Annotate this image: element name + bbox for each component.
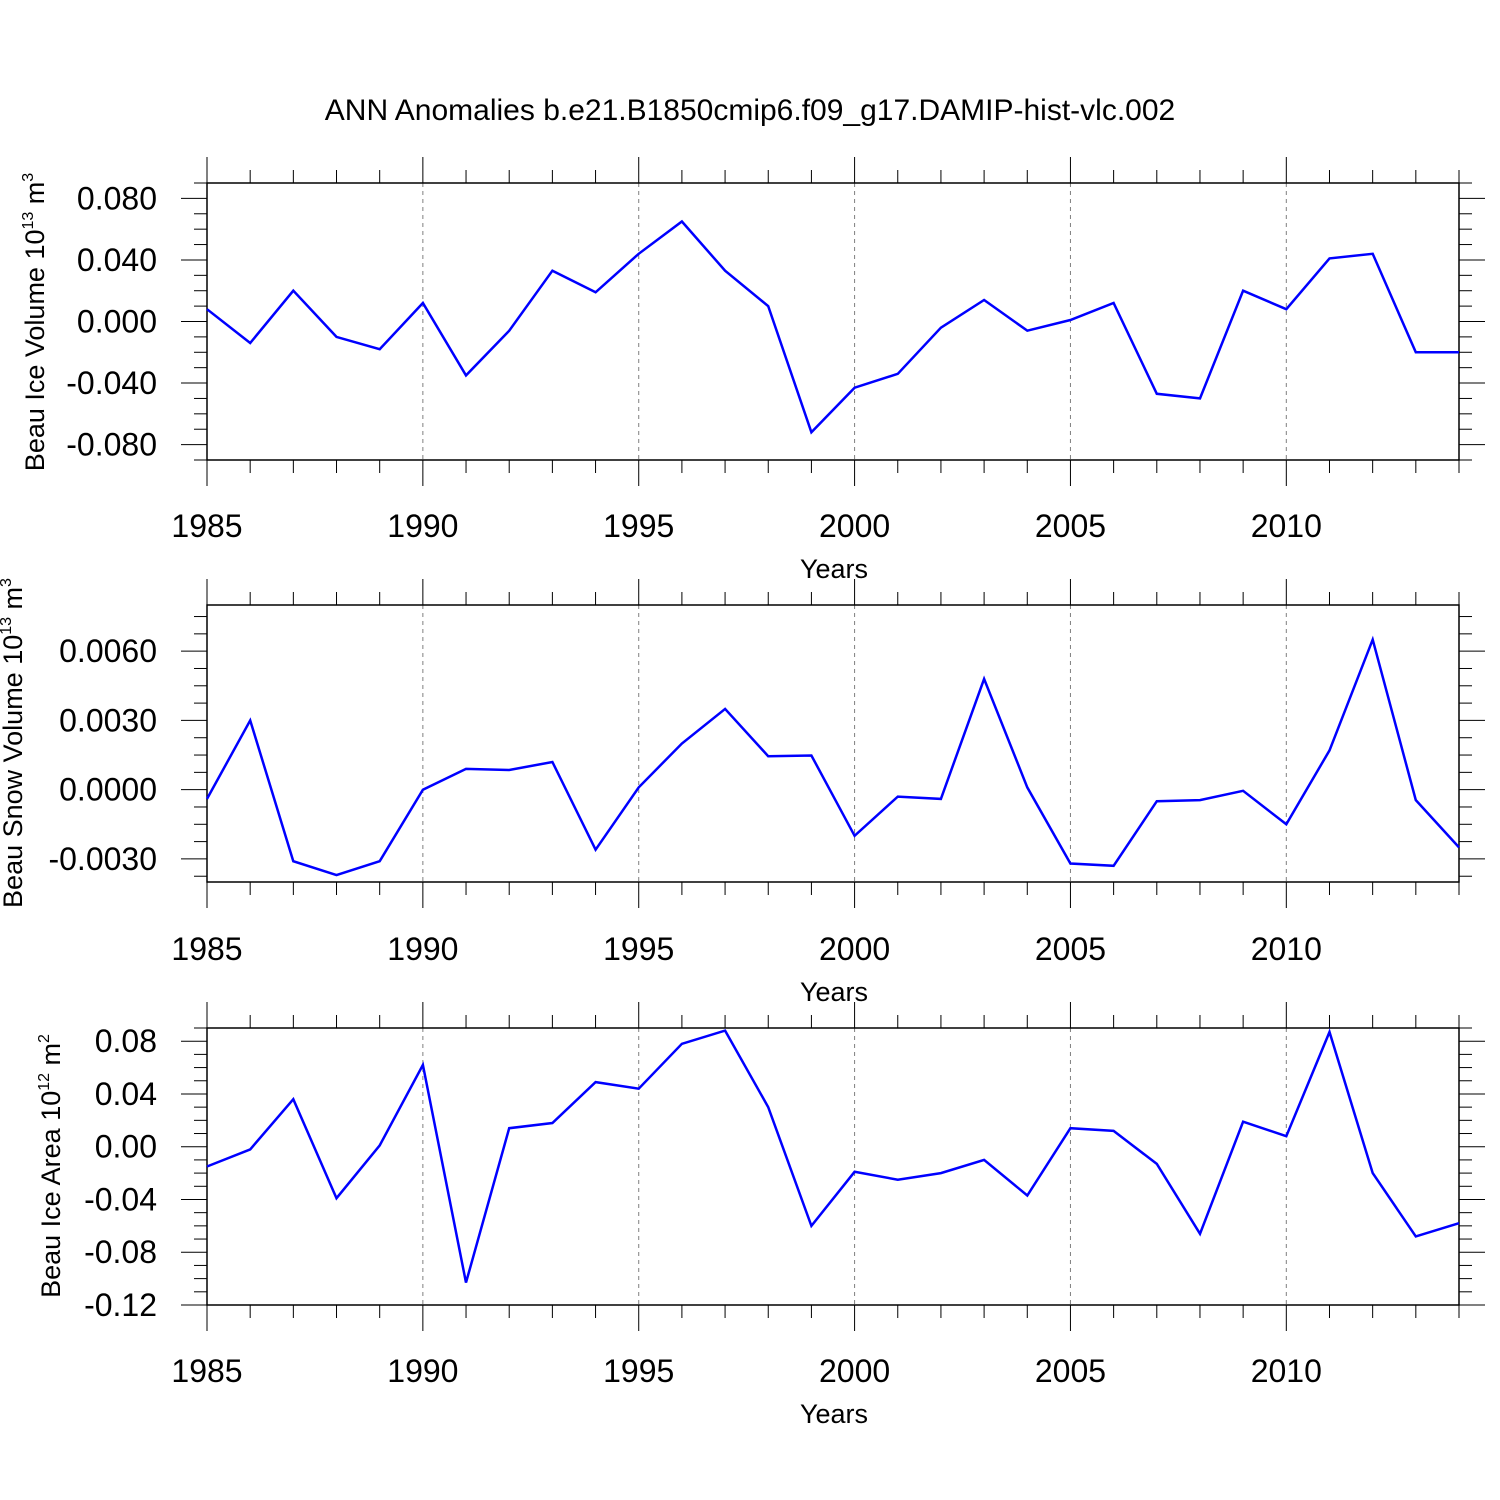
- x-tick-label: 1995: [603, 508, 674, 544]
- x-tick-label: 1990: [387, 931, 458, 967]
- series-line: [206, 1028, 1460, 1283]
- plot-frame: [206, 1027, 1460, 1306]
- y-tick-label: 0.0030: [59, 702, 157, 738]
- y-tick-label: 0.080: [77, 180, 157, 216]
- series-line: [205, 635, 1460, 877]
- x-tick-label: 2000: [819, 508, 890, 544]
- y-axis-title-superscript: 12: [36, 1073, 53, 1091]
- snow-volume-panel: 1985 1990 1995 2000 2005 2010 Years 0.0060 0.003…: [0, 578, 1485, 1007]
- y-tick-label: 0.000: [77, 304, 157, 340]
- y-tick-label: -0.080: [66, 427, 157, 463]
- y-axis-title-part: m: [0, 587, 28, 617]
- y-axis-title-part: Beau Snow Volume 10: [0, 635, 28, 908]
- x-tick-label: 1995: [603, 931, 674, 967]
- ice-area-panel: 1985 1990 1995 2000 2005 2010 Years 0.08 0.04 0.0…: [36, 1002, 1485, 1429]
- x-tick-label: 2010: [1251, 1353, 1322, 1389]
- plot-frame: [206, 604, 1460, 883]
- y-tick-label: -0.04: [84, 1181, 157, 1217]
- y-axis-title: Beau Ice Volume 1013 m3: [20, 173, 50, 471]
- y-axis-title-part: Beau Ice Area 10: [36, 1091, 66, 1298]
- y-tick-label: -0.08: [84, 1234, 157, 1270]
- plot-frame: [206, 182, 1460, 461]
- y-tick-label: -0.12: [84, 1287, 157, 1323]
- y-axis-title-superscript: 3: [20, 173, 37, 182]
- y-tick-label: 0.00: [95, 1129, 157, 1165]
- figure-title: ANN Anomalies b.e21.B1850cmip6.f09_g17.D…: [325, 94, 1175, 127]
- series-line: [206, 219, 1459, 435]
- x-tick-label: 1985: [171, 1353, 242, 1389]
- x-tick-label: 2000: [819, 931, 890, 967]
- y-tick-label: 0.08: [95, 1023, 157, 1059]
- x-tick-label: 1990: [387, 508, 458, 544]
- x-axis-title: Years: [800, 977, 868, 1007]
- x-tick-label: 1995: [603, 1353, 674, 1389]
- x-tick-label: 1990: [387, 1353, 458, 1389]
- y-axis-title-part: Beau Ice Volume 10: [20, 230, 50, 472]
- x-axis-title: Years: [800, 1399, 868, 1429]
- y-axis-title-superscript: 3: [0, 578, 15, 587]
- y-axis-title-superscript: 13: [20, 212, 37, 230]
- ice-volume-panel: 1985 1990 1995 2000 2005 2010 Years 0.080 0.040 0…: [20, 157, 1485, 584]
- y-axis-title-superscript: 2: [36, 1034, 53, 1043]
- y-tick-label: -0.0030: [48, 841, 157, 877]
- y-tick-label: -0.040: [66, 365, 157, 401]
- y-tick-label: 0.040: [77, 242, 157, 278]
- x-tick-label: 2005: [1035, 508, 1106, 544]
- x-tick-label: 2005: [1035, 931, 1106, 967]
- y-tick-label: 0.04: [95, 1076, 157, 1112]
- x-tick-label: 2010: [1251, 508, 1322, 544]
- x-tick-label: 1985: [171, 508, 242, 544]
- y-tick-label: 0.0060: [59, 633, 157, 669]
- y-axis-title: Beau Ice Area 1012 m2: [36, 1034, 66, 1298]
- x-tick-label: 1985: [171, 931, 242, 967]
- y-tick-label: 0.0000: [59, 772, 157, 808]
- x-tick-label: 2010: [1251, 931, 1322, 967]
- x-axis-title: Years: [800, 554, 868, 584]
- y-axis-title-part: m: [20, 182, 50, 212]
- x-tick-label: 2005: [1035, 1353, 1106, 1389]
- y-axis-title: Beau Snow Volume 1013 m3: [0, 578, 28, 908]
- x-tick-label: 2000: [819, 1353, 890, 1389]
- y-axis-title-part: m: [36, 1043, 66, 1073]
- y-axis-title-superscript: 13: [0, 617, 15, 635]
